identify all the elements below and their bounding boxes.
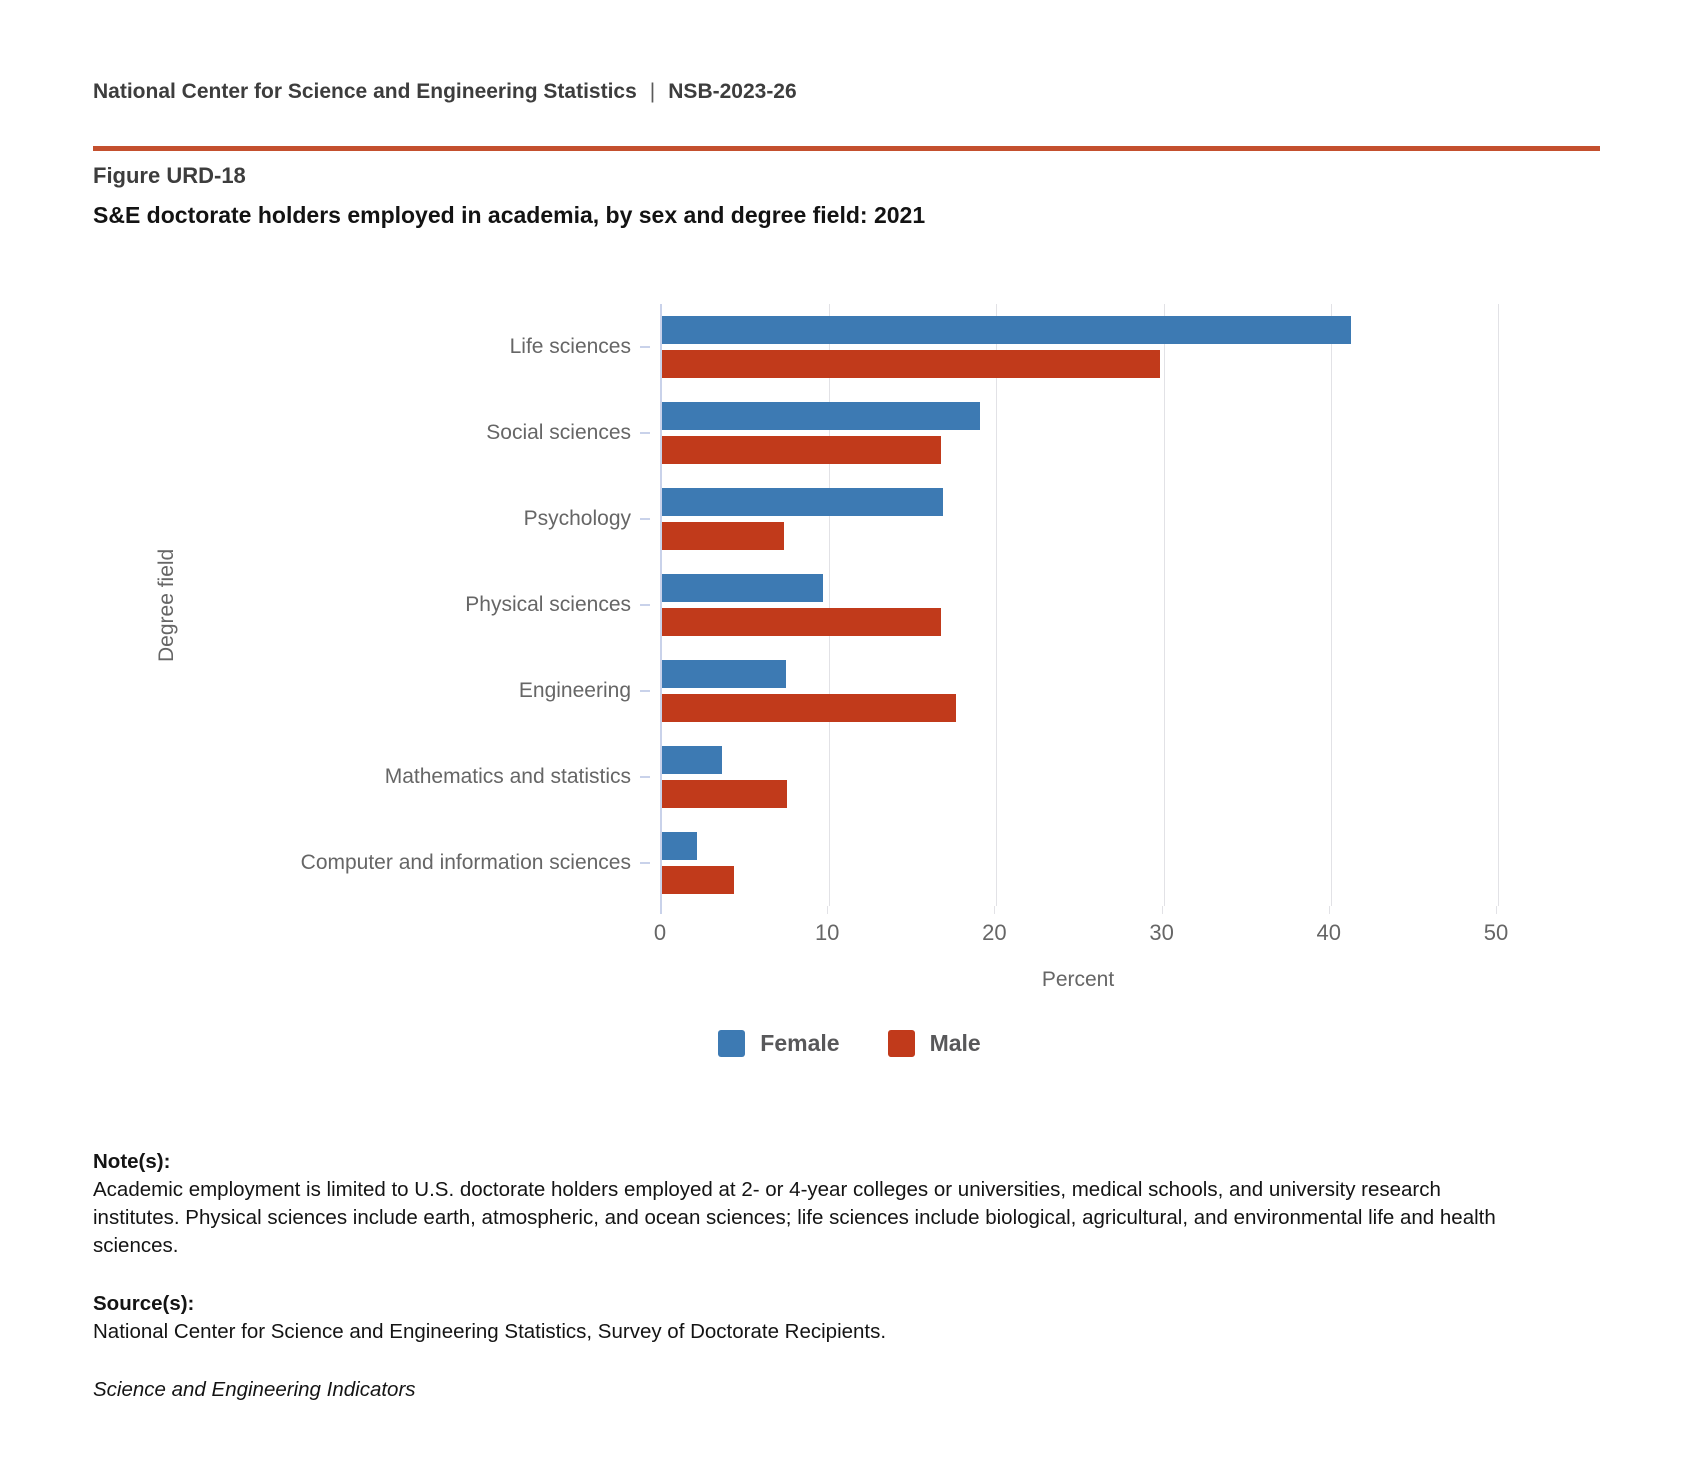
x-tick-mark xyxy=(1161,906,1163,914)
bar-row xyxy=(662,476,1498,562)
category-label: Social sciences xyxy=(486,421,631,444)
x-tick-mark xyxy=(1328,906,1330,914)
category-row: Life sciences xyxy=(0,304,650,390)
notes-section: Note(s): Academic employment is limited … xyxy=(93,1148,1517,1404)
header-rule xyxy=(93,146,1600,151)
source-body: National Center for Science and Engineer… xyxy=(93,1320,887,1343)
legend-label: Female xyxy=(760,1030,840,1056)
x-tick-label: 30 xyxy=(1149,920,1174,945)
bar-row xyxy=(662,562,1498,648)
x-tick-mark xyxy=(1496,906,1497,914)
figure-title: S&E doctorate holders employed in academ… xyxy=(93,202,926,228)
legend-swatch-female xyxy=(718,1030,746,1057)
x-axis-tick-marks xyxy=(660,906,1497,914)
category-label: Life sciences xyxy=(509,335,631,358)
bar-male[interactable] xyxy=(662,780,788,808)
bar-male[interactable] xyxy=(662,694,957,722)
bar-male[interactable] xyxy=(662,350,1161,378)
bar-male[interactable] xyxy=(662,436,942,464)
bar-male[interactable] xyxy=(662,866,734,894)
x-axis-tick-labels: 0 10 20 30 40 50 xyxy=(654,920,1508,950)
bar-female[interactable] xyxy=(662,488,943,516)
category-row: Engineering xyxy=(0,648,650,734)
y-tick-mark xyxy=(640,346,650,348)
category-label: Psychology xyxy=(523,507,631,530)
x-tick-mark xyxy=(660,906,662,914)
bar-female[interactable] xyxy=(662,660,786,688)
bar-male[interactable] xyxy=(662,522,785,550)
publication-title: Science and Engineering Indicators xyxy=(93,1378,416,1401)
gridline xyxy=(1163,304,1165,906)
category-label: Mathematics and statistics xyxy=(384,765,631,788)
bar-female[interactable] xyxy=(662,832,698,860)
bar-row xyxy=(662,648,1498,734)
legend-swatch-male xyxy=(887,1030,915,1057)
bar-female[interactable] xyxy=(662,574,823,602)
category-row: Social sciences xyxy=(0,390,650,476)
x-tick-label: 20 xyxy=(982,920,1007,945)
x-tick-mark xyxy=(994,906,996,914)
bar-female[interactable] xyxy=(662,316,1351,344)
bar-row xyxy=(662,304,1498,390)
gridline xyxy=(996,304,998,906)
y-tick-mark xyxy=(640,518,650,520)
legend-label: Male xyxy=(929,1030,981,1056)
legend-item-female[interactable]: Female xyxy=(718,1030,840,1057)
category-label: Engineering xyxy=(518,679,631,702)
org-name: National Center for Science and Engineer… xyxy=(93,80,637,103)
chart-legend: Female Male xyxy=(0,1030,1699,1057)
bar-male[interactable] xyxy=(662,608,942,636)
report-header: National Center for Science and Engineer… xyxy=(93,80,797,104)
x-tick-mark xyxy=(827,906,829,914)
y-tick-mark xyxy=(640,432,650,434)
bar-row xyxy=(662,820,1498,906)
gridline xyxy=(1330,304,1332,906)
category-label: Computer and information sciences xyxy=(300,851,631,874)
category-row: Psychology xyxy=(0,476,650,562)
plot-area xyxy=(660,304,1499,906)
x-tick-label: 40 xyxy=(1316,920,1342,945)
notes-heading: Note(s): xyxy=(93,1150,171,1173)
y-tick-mark xyxy=(640,690,650,692)
y-tick-mark xyxy=(640,604,650,606)
figure-label: Figure URD-18 xyxy=(93,163,246,188)
header-separator: | xyxy=(649,80,656,103)
x-axis-title: Percent xyxy=(1041,968,1115,991)
category-row: Computer and information sciences xyxy=(0,820,650,906)
legend-item-male[interactable]: Male xyxy=(887,1030,981,1057)
y-tick-mark xyxy=(640,862,650,864)
bar-row xyxy=(662,390,1498,476)
notes-body: Academic employment is limited to U.S. d… xyxy=(93,1178,1496,1257)
gridline xyxy=(829,304,831,906)
bar-chart: Degree field Life sciences Social science… xyxy=(0,280,1699,1090)
x-tick-label: 50 xyxy=(1483,920,1509,945)
category-labels: Life sciences Social sciences Psychology Ph… xyxy=(0,304,650,906)
category-row: Physical sciences xyxy=(0,562,650,648)
gridline xyxy=(1498,304,1499,906)
bar-female[interactable] xyxy=(662,402,980,430)
x-tick-label: 10 xyxy=(814,920,840,945)
x-tick-label: 0 xyxy=(653,920,667,945)
category-row: Mathematics and statistics xyxy=(0,734,650,820)
bar-row xyxy=(662,734,1498,820)
y-tick-mark xyxy=(640,776,650,778)
bar-female[interactable] xyxy=(662,746,723,774)
category-label: Physical sciences xyxy=(465,593,631,616)
report-id: NSB-2023-26 xyxy=(668,80,797,103)
source-heading: Source(s): xyxy=(93,1292,195,1315)
